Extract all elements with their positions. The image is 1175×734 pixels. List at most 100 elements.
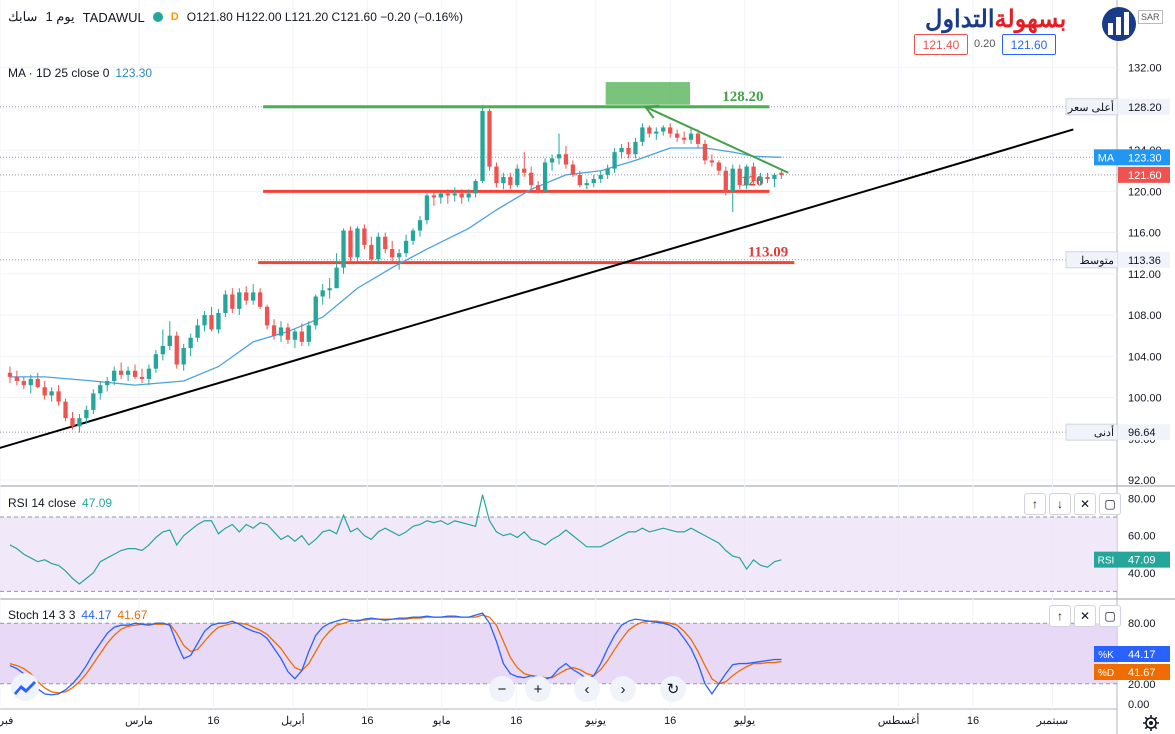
- candle-bearish: [35, 378, 40, 388]
- buy-price-box[interactable]: 121.60: [1002, 34, 1056, 55]
- candle-bullish: [355, 228, 360, 258]
- candle-bearish: [577, 174, 583, 186]
- candle-bullish: [633, 141, 638, 155]
- price-axis-label: 116.00: [1128, 228, 1161, 240]
- candle-bullish: [661, 127, 666, 132]
- candle-bearish: [459, 193, 464, 198]
- candle-bullish: [84, 409, 89, 419]
- rsi-tag: [1118, 551, 1170, 568]
- stoch-move-up-button[interactable]: ↑: [1049, 605, 1071, 627]
- candle-bearish: [348, 230, 353, 258]
- price-tag-name: [1094, 149, 1118, 166]
- price-tag-text: 123.30: [1128, 152, 1162, 164]
- symbol-period[interactable]: يوم 1: [45, 9, 75, 24]
- price-axis-label: 92.00: [1128, 475, 1156, 487]
- stoch-close-button[interactable]: ✕: [1074, 605, 1096, 627]
- stoch-tag-name: [1094, 646, 1118, 662]
- time-axis-label: 16: [207, 715, 219, 727]
- candle-bullish: [556, 154, 562, 159]
- candle-bullish: [202, 315, 207, 326]
- price-tag: [1118, 149, 1170, 166]
- right-label-text: أعلى سعر: [1067, 100, 1114, 114]
- tradingview-logo-icon[interactable]: [8, 672, 42, 702]
- candle-bullish: [654, 131, 659, 134]
- candle-bearish: [174, 335, 179, 365]
- candle-bullish: [313, 296, 318, 326]
- zoom-in-button[interactable]: +: [525, 676, 551, 702]
- stoch-maximize-button[interactable]: ▢: [1099, 605, 1121, 627]
- candle-bearish: [765, 176, 770, 179]
- stoch-tag-name-text: %D: [1098, 668, 1114, 679]
- time-axis-label: سبتمبر: [1036, 715, 1069, 727]
- candle-bullish: [549, 158, 555, 163]
- candle-bullish: [105, 381, 110, 386]
- rsi-move-up-button[interactable]: ↑: [1024, 493, 1046, 515]
- candle-bullish: [744, 166, 749, 186]
- candle-bearish: [487, 110, 492, 167]
- time-axis-label: أبريل: [281, 713, 305, 727]
- candle-bullish: [598, 174, 603, 179]
- rsi-close-button[interactable]: ✕: [1074, 493, 1096, 515]
- rsi-move-down-button[interactable]: ↓: [1049, 493, 1071, 515]
- candle-bearish: [647, 127, 652, 134]
- price-tag-name-text: MA: [1098, 152, 1115, 164]
- candle-bearish: [723, 170, 728, 192]
- candle-bearish: [383, 236, 388, 250]
- candle-bullish: [452, 193, 457, 196]
- candle-bearish: [7, 372, 13, 377]
- zoom-out-button[interactable]: −: [489, 676, 515, 702]
- candle-bullish: [292, 331, 298, 340]
- candle-bearish: [42, 387, 47, 396]
- stoch-tag-name: [1094, 664, 1118, 680]
- candle-bullish: [417, 220, 423, 231]
- price-tag-plain-text: 113.36: [1128, 255, 1161, 267]
- candle-bearish: [285, 327, 291, 340]
- settings-gear-icon[interactable]: [1142, 714, 1160, 732]
- time-axis-label: مايو: [432, 715, 451, 727]
- symbol-exchange: TADAWUL: [82, 9, 145, 25]
- rsi-band: [0, 517, 1117, 592]
- candle-bullish: [91, 393, 96, 410]
- rsi-axis-label: 40.00: [1128, 568, 1156, 580]
- price-tag-plain-text: 128.20: [1128, 102, 1162, 114]
- candle-bullish: [278, 327, 284, 336]
- candle-bearish: [716, 162, 722, 171]
- candle-bullish: [640, 127, 645, 142]
- rsi-maximize-button[interactable]: ▢: [1099, 493, 1121, 515]
- candle-bullish: [195, 325, 200, 338]
- candle-bearish: [14, 376, 20, 382]
- candle-bullish: [473, 181, 478, 194]
- stoch-axis-label: 80.00: [1128, 618, 1156, 630]
- candle-bullish: [424, 195, 430, 221]
- candle-bullish: [501, 176, 506, 184]
- reset-chart-button[interactable]: ↻: [660, 676, 686, 702]
- candle-bullish: [341, 230, 346, 268]
- ma-legend[interactable]: MA · 1D 25 close 0 123.30: [8, 66, 152, 80]
- candle-bullish: [688, 133, 694, 140]
- candle-bullish: [605, 168, 610, 175]
- candle-bullish: [591, 178, 596, 184]
- live-marker: D: [170, 11, 179, 23]
- rsi-legend[interactable]: RSI 14 close 47.09: [8, 496, 112, 510]
- ma-legend-value: 123.30: [115, 66, 153, 80]
- stoch-legend[interactable]: Stoch 14 3 3 44.17 41.67: [8, 608, 147, 622]
- market-status-icon: [152, 12, 163, 22]
- candle-bullish: [125, 370, 131, 375]
- symbol-title[interactable]: سابك: [8, 9, 38, 24]
- candle-bearish: [271, 325, 277, 336]
- candle-bearish: [751, 166, 756, 182]
- candle-bearish: [264, 306, 270, 326]
- scroll-back-button[interactable]: ‹: [574, 676, 600, 702]
- candle-bearish: [132, 370, 138, 377]
- candle-bearish: [230, 294, 235, 309]
- scroll-forward-button[interactable]: ›: [610, 676, 636, 702]
- candle-bullish: [146, 368, 152, 379]
- candle-bullish: [306, 325, 311, 342]
- candle-bullish: [542, 162, 548, 192]
- candle-bearish: [257, 292, 263, 307]
- currency-label: SAR: [1138, 10, 1163, 24]
- sell-price-box[interactable]: 121.40: [914, 34, 968, 55]
- candle-bullish: [28, 378, 33, 386]
- candle-bullish: [223, 294, 228, 313]
